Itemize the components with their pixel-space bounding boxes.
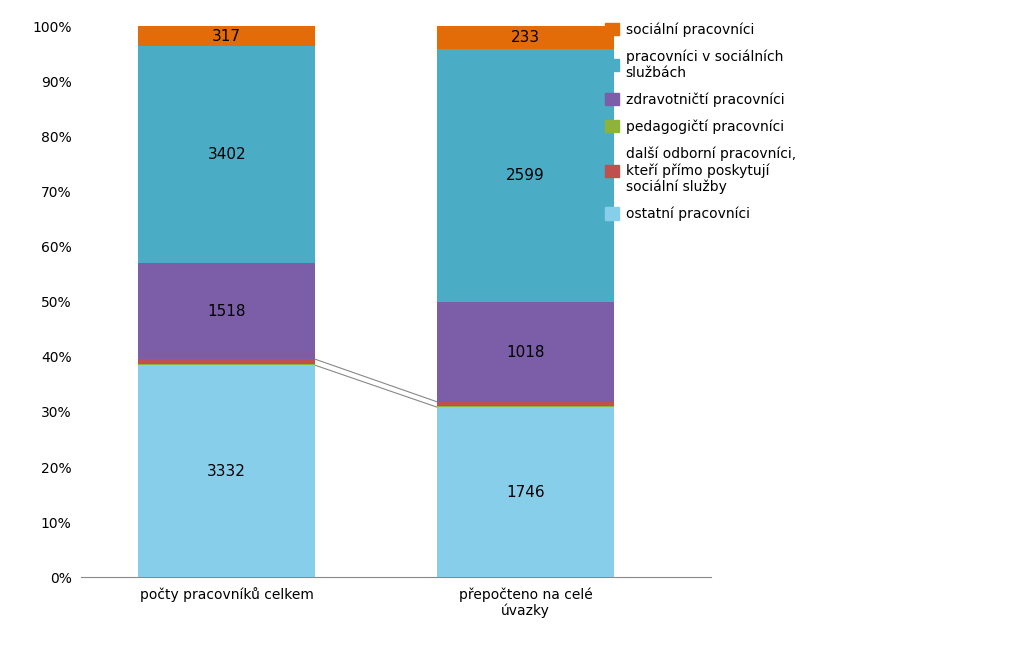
Bar — [437, 405, 615, 407]
Bar — [138, 364, 316, 365]
Bar — [437, 49, 615, 302]
Bar — [138, 359, 316, 364]
Text: 1746: 1746 — [506, 485, 545, 500]
Text: 317: 317 — [212, 29, 241, 44]
Text: 2599: 2599 — [506, 168, 545, 183]
Bar — [138, 26, 316, 47]
Bar — [138, 365, 316, 577]
Bar — [437, 26, 615, 49]
Text: 1518: 1518 — [207, 304, 246, 319]
Bar — [138, 263, 316, 359]
Bar — [138, 47, 316, 263]
Text: 1018: 1018 — [506, 344, 545, 359]
Text: 3402: 3402 — [207, 147, 246, 162]
Bar — [437, 401, 615, 405]
Text: 233: 233 — [511, 30, 541, 45]
Bar — [437, 407, 615, 577]
Legend: sociální pracovníci, pracovníci v sociálních
službách, zdravotničtí pracovníci, : sociální pracovníci, pracovníci v sociál… — [605, 22, 796, 222]
Text: 3332: 3332 — [207, 464, 246, 479]
Bar — [437, 302, 615, 401]
